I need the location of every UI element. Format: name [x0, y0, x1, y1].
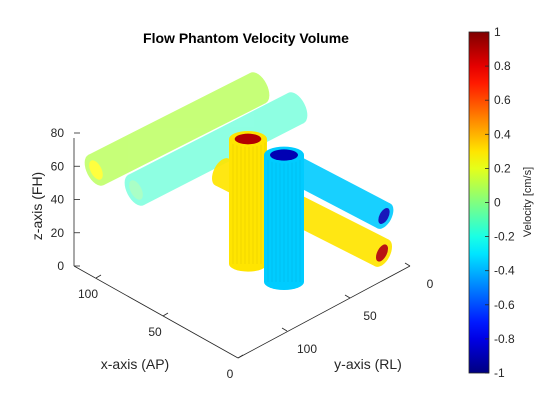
- tubes-layer: [84, 72, 394, 290]
- axes-frame: [73, 138, 411, 359]
- tube-top-cap: [234, 133, 262, 145]
- colorbar-tick-label: -0.8: [494, 332, 515, 346]
- colorbar-tick-label: -1: [494, 366, 505, 380]
- tube-2: [124, 92, 308, 206]
- tube-body: [289, 157, 391, 229]
- y-tick: [281, 327, 288, 332]
- tube-body: [264, 155, 304, 282]
- z-tick-label: 60: [51, 159, 65, 173]
- tube-top-cap: [270, 149, 298, 161]
- tube-5: [229, 131, 267, 272]
- y-tick: [344, 294, 351, 299]
- colorbar-tick-label: 0.2: [494, 161, 511, 175]
- tube-body: [88, 72, 266, 186]
- y-tick: [404, 262, 411, 267]
- chart-title: Flow Phantom Velocity Volume: [143, 30, 349, 46]
- tube-end-cap: [129, 180, 143, 200]
- colorbar-tick-label: -0.2: [494, 230, 515, 244]
- colorbar-tick-label: -0.6: [494, 298, 515, 312]
- z-tick-label: 20: [51, 226, 65, 240]
- colorbar-tick-label: -0.4: [494, 264, 515, 278]
- colorbar-tick-label: 1: [494, 25, 501, 39]
- z-axis-label: z-axis (FH): [29, 172, 45, 240]
- x-tick-label: 50: [148, 325, 162, 339]
- y-tick-label: 0: [427, 277, 434, 291]
- colorbar-ticks: 1 0.8 0.6 0.4 0.2 0 -0.2 -0.4 -0.6 -0.8 -1: [485, 25, 515, 380]
- tube-body: [229, 139, 267, 264]
- x-tick: [162, 312, 169, 317]
- x-tick-label: 0: [227, 367, 234, 381]
- colorbar: 1 0.8 0.6 0.4 0.2 0 -0.2 -0.4 -0.6 -0.8 -1 Velocit…: [468, 25, 534, 380]
- x-tick-label: 100: [78, 287, 98, 301]
- tube-body: [128, 92, 304, 206]
- x-tick: [237, 354, 244, 359]
- colorbar-tick-label: 0.4: [494, 127, 511, 141]
- y-axis-label: y-axis (RL): [334, 356, 402, 372]
- z-tick-label: 40: [51, 193, 65, 207]
- x-axis-line: [73, 265, 239, 359]
- y-tick-label: 50: [363, 309, 377, 323]
- tube-6: [264, 146, 304, 290]
- colorbar-tick-label: 0: [494, 196, 501, 210]
- x-tick: [95, 274, 102, 279]
- z-tick-label: 80: [51, 126, 65, 140]
- z-tick-label: 0: [57, 259, 64, 273]
- tube-1: [84, 72, 270, 186]
- y-axis-line: [237, 265, 411, 359]
- tick-layer: 0 20 40 60 80 0 50 100 0 50 100: [51, 126, 434, 381]
- y-tick-label: 100: [297, 342, 317, 356]
- x-axis-label: x-axis (AP): [101, 356, 169, 372]
- colorbar-tick-label: 0.8: [494, 59, 511, 73]
- tube-end-cap: [89, 160, 103, 180]
- colorbar-tick-label: 0.6: [494, 93, 511, 107]
- tube-end-cap: [378, 208, 390, 224]
- colorbar-label: Velocity [cm/s]: [522, 167, 534, 237]
- tube-end-cap: [376, 244, 388, 262]
